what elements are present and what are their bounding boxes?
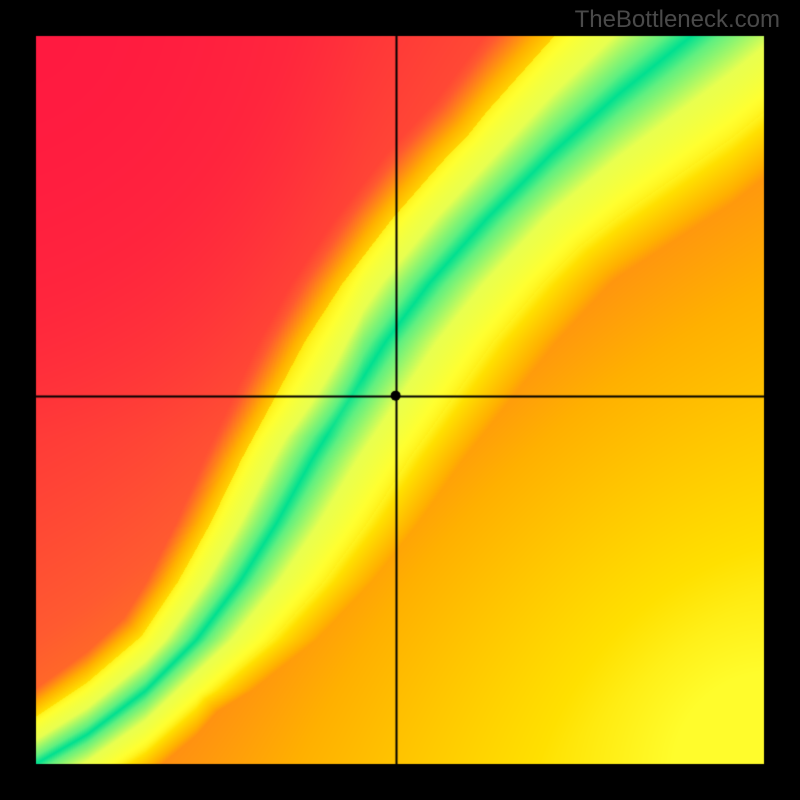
bottleneck-heatmap-canvas xyxy=(0,0,800,800)
watermark-label: TheBottleneck.com xyxy=(575,6,780,34)
chart-container: TheBottleneck.com xyxy=(0,0,800,800)
